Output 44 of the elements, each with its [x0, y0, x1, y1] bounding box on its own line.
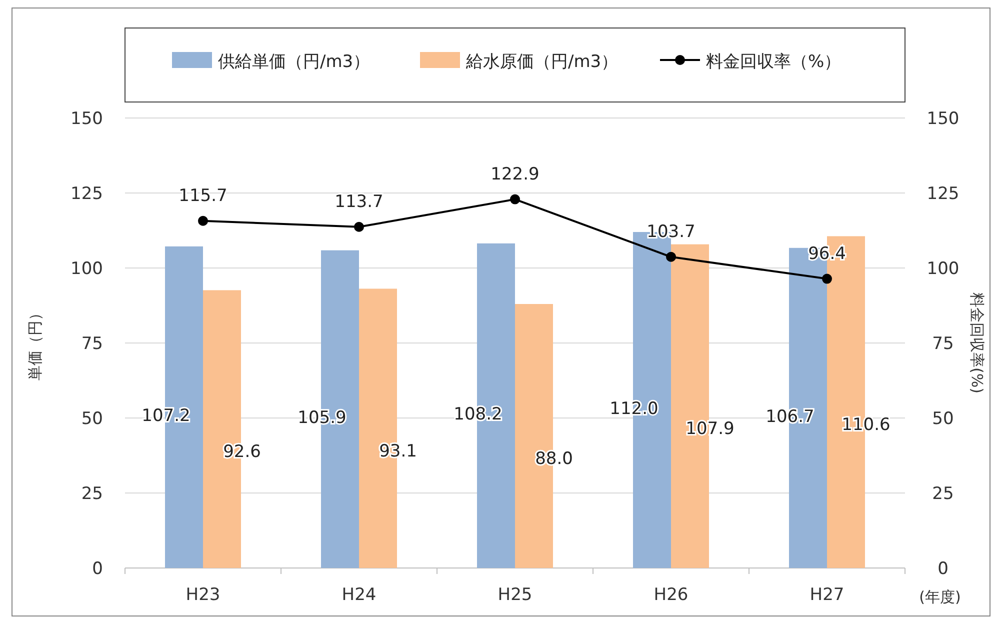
data-label: 107.2 [142, 406, 190, 426]
y-tick-label: 100 [70, 259, 103, 279]
data-label: 108.2 [454, 404, 502, 425]
y-tick-label: 0 [92, 559, 103, 579]
y-tick-label: 25 [81, 484, 103, 504]
x-tick-label: H24 [342, 585, 376, 605]
data-label: 113.7 [334, 192, 384, 212]
data-label: 122.9 [490, 164, 540, 184]
point [666, 252, 676, 262]
y2-tick-label: 125 [926, 184, 960, 204]
y2-tick-label: 150 [926, 109, 960, 129]
y-tick-label: 125 [70, 184, 103, 204]
point [822, 274, 832, 284]
y-tick-label: 50 [81, 409, 103, 429]
point [198, 216, 208, 226]
y2-tick-label: 0 [938, 559, 948, 579]
y-tick-label: 150 [70, 109, 103, 129]
data-label: 96.4 [808, 244, 846, 264]
data-label: 92.6 [223, 442, 261, 462]
x-tick-label: H27 [810, 585, 844, 605]
data-label: 103.7 [646, 222, 696, 242]
point [354, 222, 364, 232]
x-tick-label: H25 [498, 585, 532, 605]
x-tick-label: H26 [654, 585, 688, 605]
legend-label: 給水原価（円/m3） [465, 52, 618, 72]
data-label: 88.0 [535, 449, 573, 469]
y2-tick-label: 50 [932, 409, 954, 429]
y-tick-label: 75 [81, 334, 103, 354]
y-axis-title: 単価（円） [26, 306, 44, 380]
data-label: 115.7 [178, 186, 228, 206]
x-axis-title: (年度) [919, 588, 961, 606]
x-tick-label: H23 [186, 585, 220, 605]
legend-label: 供給単価（円/m3） [218, 52, 370, 72]
data-label: 93.1 [379, 441, 417, 462]
y2-axis-title: 料金回収率(%) [968, 292, 986, 394]
y2-tick-label: 25 [932, 484, 954, 504]
data-label: 106.7 [766, 406, 814, 427]
y2-tick-label: 75 [932, 334, 954, 354]
legend-label: 料金回収率（%） [706, 52, 842, 72]
point [510, 194, 520, 204]
data-label: 110.6 [842, 415, 890, 436]
data-label: 105.9 [298, 408, 346, 428]
y2-tick-label: 100 [926, 259, 960, 279]
data-label: 107.9 [686, 419, 734, 440]
